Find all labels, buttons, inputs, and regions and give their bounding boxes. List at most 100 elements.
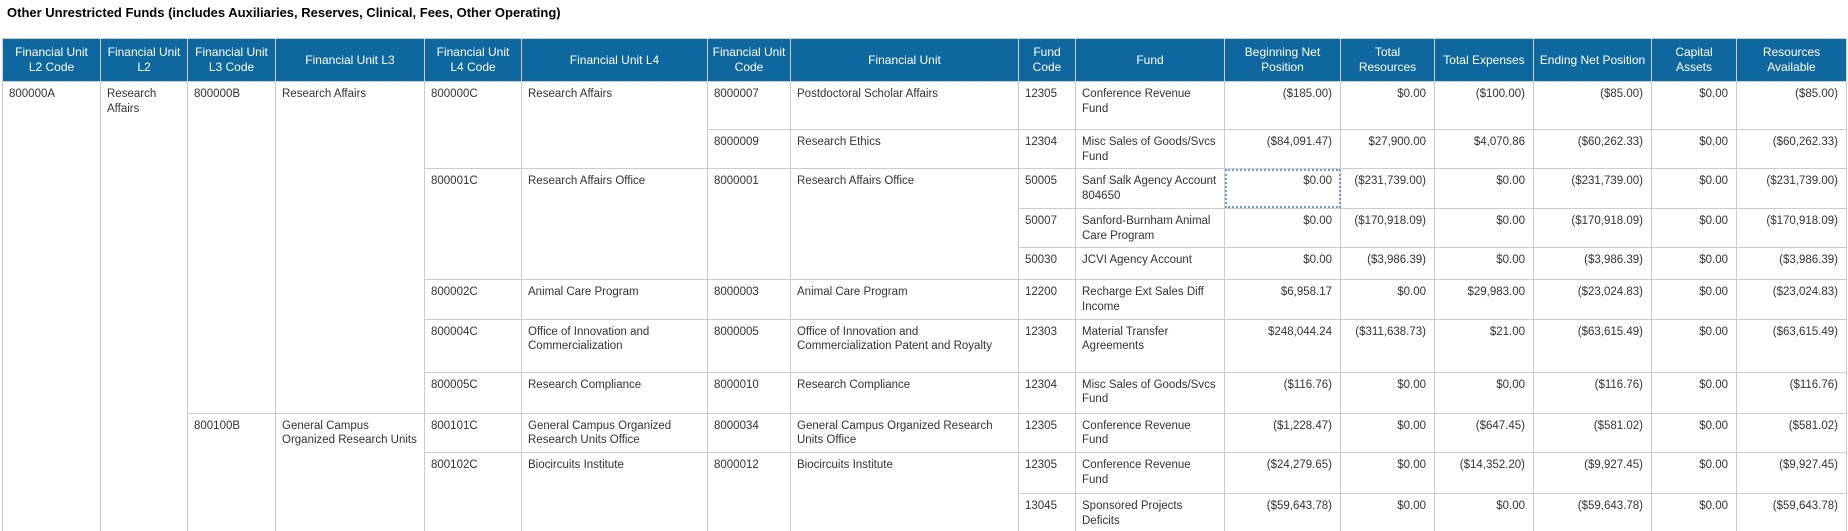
cell-res-avail[interactable]: ($23,024.83) <box>1736 279 1847 320</box>
cell-total-res[interactable]: ($170,918.09) <box>1340 207 1435 249</box>
cell-fu-code[interactable]: 8000001 <box>707 168 791 281</box>
cell-total-res[interactable]: $0.00 <box>1340 279 1435 320</box>
cell-fund[interactable]: JCVI Agency Account <box>1075 247 1225 281</box>
cell-fund[interactable]: Conference Revenue Fund <box>1075 412 1225 454</box>
cell-beg-net-pos[interactable]: ($116.76) <box>1224 371 1341 414</box>
cell-l4[interactable]: General Campus Organized Research Units … <box>521 412 708 454</box>
cell-end-net-pos[interactable]: ($116.76) <box>1533 371 1652 414</box>
cell-total-res[interactable]: $0.00 <box>1340 412 1435 454</box>
cell-res-avail[interactable]: ($59,643.78) <box>1736 493 1847 531</box>
cell-beg-net-pos[interactable]: $0.00 <box>1224 207 1341 249</box>
cell-res-avail[interactable]: ($116.76) <box>1736 371 1847 414</box>
cell-res-avail[interactable]: ($581.02) <box>1736 412 1847 454</box>
cell-end-net-pos[interactable]: ($170,918.09) <box>1533 207 1652 249</box>
cell-fund-code[interactable]: 50005 <box>1018 168 1076 209</box>
cell-l2-code[interactable]: 800000A <box>2 81 101 531</box>
cell-total-exp[interactable]: $0.00 <box>1434 371 1534 414</box>
cell-fund-code[interactable]: 12305 <box>1018 81 1076 130</box>
cell-fu-code[interactable]: 8000009 <box>707 128 791 170</box>
cell-fund[interactable]: Sanford-Burnham Animal Care Program <box>1075 207 1225 249</box>
cell-fu-code[interactable]: 8000012 <box>707 452 791 531</box>
cell-fu[interactable]: Office of Innovation and Commercializati… <box>790 318 1019 373</box>
cell-cap-assets[interactable]: $0.00 <box>1651 452 1737 495</box>
cell-end-net-pos[interactable]: ($85.00) <box>1533 81 1652 130</box>
cell-fund[interactable]: Sponsored Projects Deficits <box>1075 493 1225 531</box>
cell-beg-net-pos[interactable]: $6,958.17 <box>1224 279 1341 320</box>
cell-l4[interactable]: Research Affairs <box>521 80 708 170</box>
cell-cap-assets[interactable]: $0.00 <box>1651 247 1737 281</box>
cell-total-res[interactable]: ($231,739.00) <box>1340 168 1435 209</box>
cell-fund-code[interactable]: 50007 <box>1018 207 1076 249</box>
cell-res-avail[interactable]: ($231,739.00) <box>1736 168 1847 209</box>
cell-beg-net-pos[interactable]: ($185.00) <box>1224 81 1341 130</box>
cell-l3-code[interactable]: 800000B <box>187 81 276 414</box>
cell-fu-code[interactable]: 8000007 <box>707 81 791 130</box>
cell-fund-code[interactable]: 13045 <box>1018 493 1076 531</box>
cell-l4-code[interactable]: 800000C <box>424 80 522 170</box>
cell-fund[interactable]: Conference Revenue Fund <box>1075 81 1225 130</box>
cell-end-net-pos[interactable]: ($3,986.39) <box>1533 247 1652 281</box>
cell-res-avail[interactable]: ($85.00) <box>1736 81 1847 130</box>
cell-fu[interactable]: General Campus Organized Research Units … <box>790 412 1019 454</box>
cell-end-net-pos[interactable]: ($59,643.78) <box>1533 493 1652 531</box>
cell-end-net-pos[interactable]: ($581.02) <box>1533 412 1652 454</box>
cell-beg-net-pos[interactable]: ($1,228.47) <box>1224 412 1341 454</box>
cell-res-avail[interactable]: ($60,262.33) <box>1736 128 1847 170</box>
cell-end-net-pos[interactable]: ($60,262.33) <box>1533 128 1652 170</box>
cell-total-exp[interactable]: ($14,352.20) <box>1434 452 1534 495</box>
cell-fu-code[interactable]: 8000034 <box>707 412 791 454</box>
cell-fund[interactable]: Conference Revenue Fund <box>1075 452 1225 495</box>
cell-beg-net-pos[interactable]: $248,044.24 <box>1224 318 1341 373</box>
cell-total-exp[interactable]: ($647.45) <box>1434 412 1534 454</box>
cell-cap-assets[interactable]: $0.00 <box>1651 128 1737 170</box>
cell-cap-assets[interactable]: $0.00 <box>1651 81 1737 130</box>
cell-fund-code[interactable]: 12305 <box>1018 412 1076 454</box>
cell-l3[interactable]: General Campus Organized Research Units <box>275 412 425 531</box>
cell-total-res[interactable]: $0.00 <box>1340 452 1435 495</box>
cell-res-avail[interactable]: ($9,927.45) <box>1736 452 1847 495</box>
cell-l4-code[interactable]: 800102C <box>424 452 522 531</box>
cell-fu[interactable]: Research Ethics <box>790 128 1019 170</box>
cell-l4[interactable]: Research Compliance <box>521 371 708 414</box>
cell-l4[interactable]: Animal Care Program <box>521 279 708 320</box>
cell-total-exp[interactable]: $29,983.00 <box>1434 279 1534 320</box>
cell-fund[interactable]: Sanf Salk Agency Account 804650 <box>1075 168 1225 209</box>
cell-cap-assets[interactable]: $0.00 <box>1651 371 1737 414</box>
cell-fund[interactable]: Material Transfer Agreements <box>1075 318 1225 373</box>
cell-l3-code[interactable]: 800100B <box>187 412 276 531</box>
cell-cap-assets[interactable]: $0.00 <box>1651 412 1737 454</box>
cell-total-exp[interactable]: $4,070.86 <box>1434 128 1534 170</box>
cell-l4-code[interactable]: 800001C <box>424 168 522 281</box>
cell-total-exp[interactable]: $0.00 <box>1434 247 1534 281</box>
cell-fu[interactable]: Biocircuits Institute <box>790 452 1019 531</box>
cell-total-exp[interactable]: $0.00 <box>1434 207 1534 249</box>
cell-total-res[interactable]: $0.00 <box>1340 493 1435 531</box>
cell-fu[interactable]: Animal Care Program <box>790 279 1019 320</box>
cell-l3[interactable]: Research Affairs <box>275 81 425 414</box>
cell-fu-code[interactable]: 8000003 <box>707 279 791 320</box>
cell-fund-code[interactable]: 12305 <box>1018 452 1076 495</box>
cell-fund-code[interactable]: 12304 <box>1018 371 1076 414</box>
cell-beg-net-pos[interactable]: $0.00 <box>1224 247 1341 281</box>
cell-beg-net-pos[interactable]: ($84,091.47) <box>1224 128 1341 170</box>
cell-l4[interactable]: Office of Innovation and Commercializati… <box>521 318 708 373</box>
cell-fund[interactable]: Misc Sales of Goods/Svcs Fund <box>1075 371 1225 414</box>
cell-fu-code[interactable]: 8000005 <box>707 318 791 373</box>
cell-end-net-pos[interactable]: ($9,927.45) <box>1533 452 1652 495</box>
cell-cap-assets[interactable]: $0.00 <box>1651 493 1737 531</box>
cell-end-net-pos[interactable]: ($231,739.00) <box>1533 168 1652 209</box>
cell-total-res[interactable]: $0.00 <box>1340 81 1435 130</box>
cell-total-exp[interactable]: ($100.00) <box>1434 81 1534 130</box>
cell-cap-assets[interactable]: $0.00 <box>1651 168 1737 209</box>
cell-l4-code[interactable]: 800005C <box>424 371 522 414</box>
cell-total-exp[interactable]: $0.00 <box>1434 168 1534 209</box>
cell-cap-assets[interactable]: $0.00 <box>1651 279 1737 320</box>
cell-beg-net-pos[interactable]: ($59,643.78) <box>1224 493 1341 531</box>
cell-l4-code[interactable]: 800101C <box>424 412 522 454</box>
cell-total-res[interactable]: ($311,638.73) <box>1340 318 1435 373</box>
cell-fund[interactable]: Misc Sales of Goods/Svcs Fund <box>1075 128 1225 170</box>
cell-fu[interactable]: Postdoctoral Scholar Affairs <box>790 81 1019 130</box>
cell-l4-code[interactable]: 800004C <box>424 318 522 373</box>
selected-cell-beg-net-pos[interactable]: $0.00 <box>1224 168 1341 209</box>
cell-res-avail[interactable]: ($3,986.39) <box>1736 247 1847 281</box>
